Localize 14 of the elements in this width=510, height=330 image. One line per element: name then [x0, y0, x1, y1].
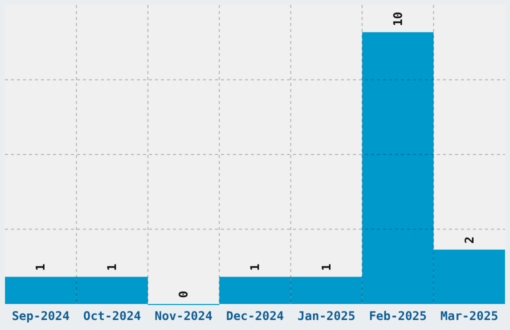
x-tick-label: Nov-2024 [154, 309, 212, 323]
x-tick-label: Jan-2025 [298, 309, 356, 323]
x-tick-label: Dec-2024 [226, 309, 284, 323]
x-tick-label: Feb-2025 [368, 309, 427, 323]
data-label: 0 [176, 290, 191, 298]
data-label: 2 [462, 236, 476, 244]
data-label: 1 [319, 264, 334, 271]
data-label: 1 [34, 264, 48, 271]
x-tick-label: Oct-2024 [83, 309, 142, 323]
data-label: 1 [248, 264, 262, 271]
x-tick-label: Mar-2025 [440, 309, 498, 323]
data-label: 10 [390, 12, 405, 26]
x-tick-label: Sep-2024 [12, 309, 70, 323]
data-label: 1 [105, 264, 120, 271]
